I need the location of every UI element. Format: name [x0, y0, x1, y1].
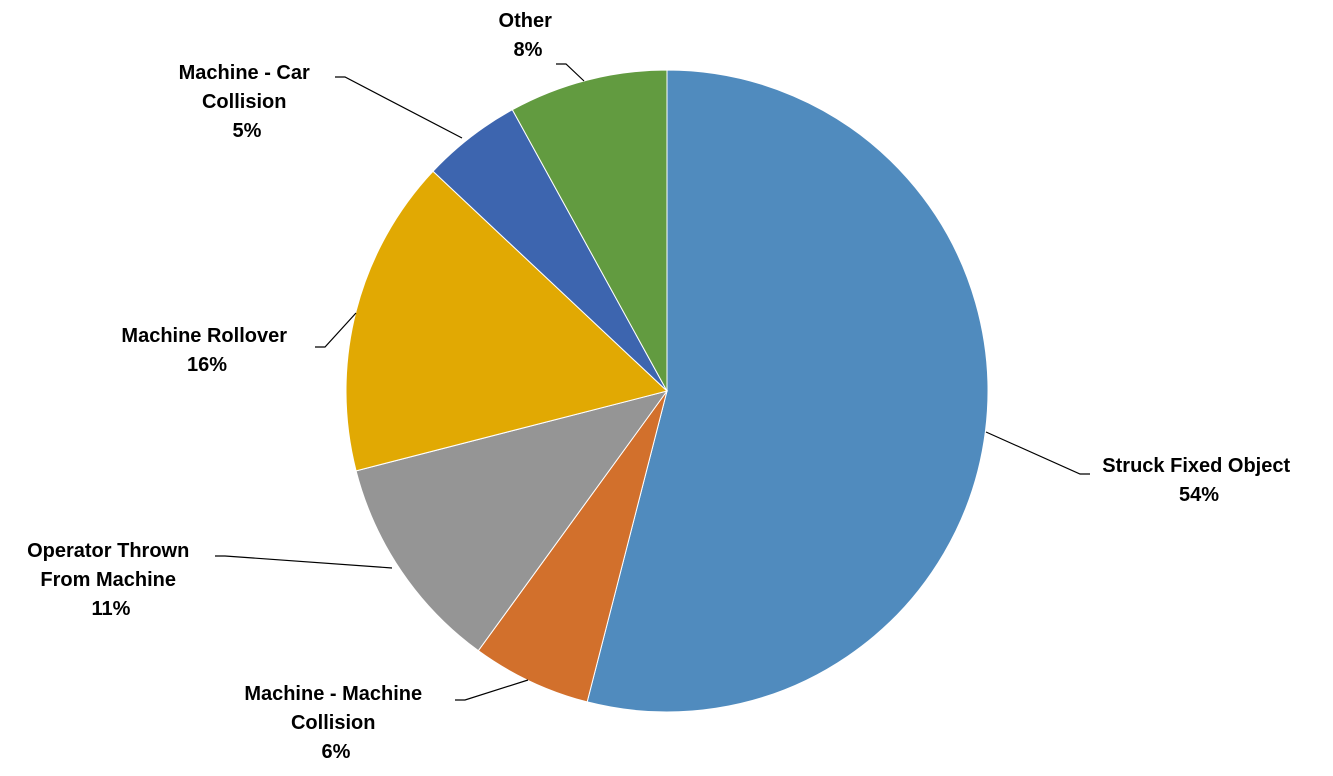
slice-operator-thrown-from-machine: [355, 390, 669, 652]
label-machine-rollover: Machine Rollover 16%: [121, 325, 292, 376]
slice-struck-fixed-object: [586, 69, 989, 713]
label-other: Other 8%: [499, 10, 558, 61]
label-operator-thrown: Operator Thrown From Machine 11%: [27, 540, 195, 620]
pie-slices: [345, 69, 989, 713]
leader-line-machine-car-collision: [335, 76, 463, 139]
label-machine-machine-collision: Machine - Machine Collision 6%: [244, 683, 427, 763]
slice-other: [511, 69, 668, 392]
leader-line-machine-rollover: [315, 312, 357, 348]
label-struck-fixed-object: Struck Fixed Object 54%: [1102, 455, 1295, 506]
slice-machine-machine-collision: [477, 390, 668, 703]
data-labels: Struck Fixed Object 54% Machine - Machin…: [27, 10, 1295, 763]
leader-line-struck-fixed-object: [985, 431, 1090, 475]
leader-line-other: [556, 63, 585, 82]
leader-lines: [215, 63, 1090, 701]
slice-machine-rollover: [345, 170, 669, 472]
label-machine-car-collision: Machine - Car Collision 5%: [179, 62, 316, 142]
leader-line-machine-machine-collision: [455, 679, 529, 701]
leader-line-operator-thrown: [215, 555, 393, 569]
